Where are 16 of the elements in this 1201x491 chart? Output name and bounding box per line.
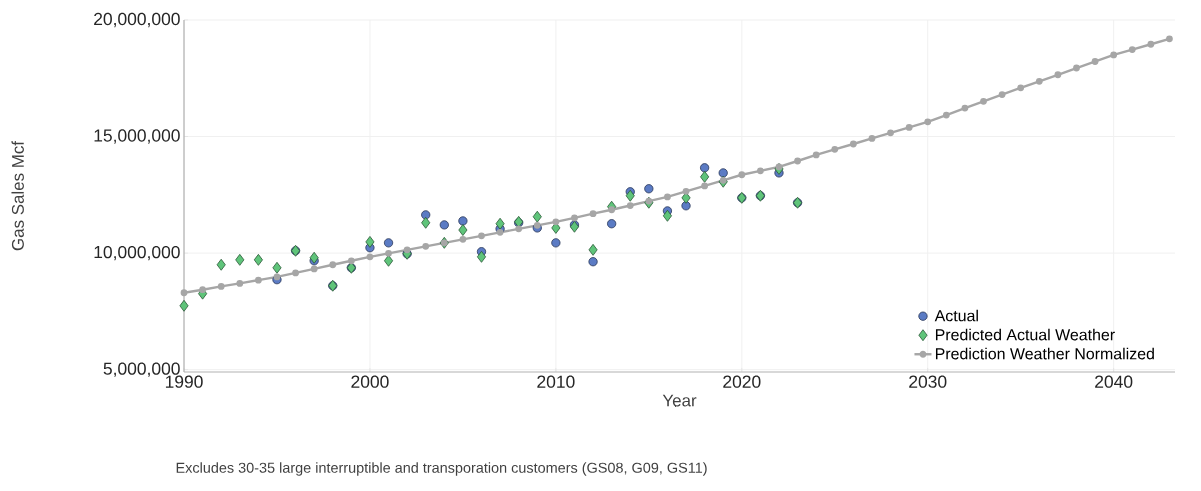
y-tick-label: 10,000,000 [94, 245, 180, 261]
x-tick-label: 2030 [909, 375, 947, 388]
x-tick-label: 2010 [537, 375, 575, 388]
y-tick-label: 20,000,000 [94, 12, 180, 28]
x-tick-label: 1990 [165, 375, 203, 388]
text: Excludes 30-35 large interruptible and transporation customers (GS08, G09, GS11) [176, 462, 707, 476]
x-tick-label: 2040 [1095, 375, 1133, 388]
x-tick-label: 2020 [723, 375, 761, 388]
legend-label: Actual [934, 309, 978, 322]
y-tick-label: 5,000,000 [103, 362, 180, 377]
x-axis-title: Year [662, 394, 697, 407]
y-tick-label: 15,000,000 [94, 129, 180, 144]
x-tick-label: 2000 [351, 375, 389, 388]
y-axis-title: Gas Sales Mcf [11, 140, 24, 251]
legend-label: Predicted Actual Weather [935, 328, 1115, 341]
legend-label: Prediction Weather Normalized [935, 347, 1154, 360]
